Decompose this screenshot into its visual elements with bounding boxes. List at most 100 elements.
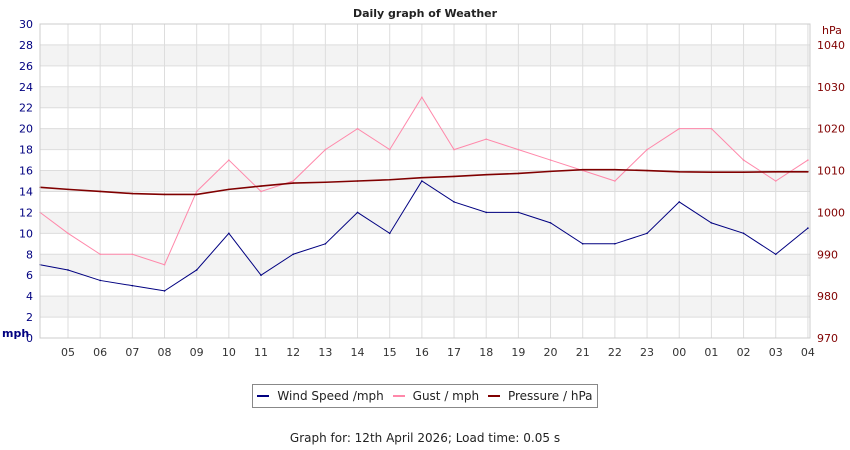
left-tick-label: 28 <box>19 39 33 52</box>
data-point <box>807 159 809 161</box>
gust-swatch <box>392 395 405 397</box>
left-tick-label: 10 <box>19 227 33 240</box>
data-point <box>774 170 777 173</box>
chart-title: Daily graph of Weather <box>353 7 498 20</box>
data-point <box>356 127 359 130</box>
x-tick-label: 15 <box>383 346 397 359</box>
data-point <box>388 232 391 235</box>
left-axis-label: mph <box>2 327 29 340</box>
data-point <box>260 190 262 193</box>
x-tick-label: 09 <box>190 346 204 359</box>
x-tick-label: 17 <box>447 346 461 359</box>
data-point <box>421 176 423 179</box>
data-point <box>99 279 101 282</box>
x-tick-label: 10 <box>222 346 236 359</box>
data-point <box>646 232 648 235</box>
data-point <box>710 127 713 130</box>
data-point <box>807 170 809 173</box>
x-tick-label: 23 <box>640 346 654 359</box>
grid-band <box>40 44 810 66</box>
data-point <box>195 190 198 193</box>
data-point <box>485 211 488 214</box>
x-tick-label: 03 <box>769 346 783 359</box>
data-point <box>710 222 713 224</box>
data-point <box>581 243 584 245</box>
grid-band <box>40 86 810 108</box>
data-point <box>678 201 681 203</box>
legend-item-wind: Wind Speed /mph <box>257 389 384 403</box>
data-point <box>807 227 809 229</box>
x-tick-label: 05 <box>61 346 75 359</box>
left-tick-label: 4 <box>26 290 33 303</box>
data-point <box>549 222 552 224</box>
weather-chart: 0246810121416182022242628309709809901000… <box>2 7 845 359</box>
right-tick-label: 1000 <box>817 206 845 219</box>
pressure-swatch <box>487 395 500 397</box>
data-point <box>356 180 359 182</box>
x-tick-label: 13 <box>318 346 332 359</box>
data-point <box>228 159 230 161</box>
data-point <box>228 232 230 235</box>
left-tick-label: 22 <box>19 102 33 115</box>
x-tick-label: 01 <box>704 346 718 359</box>
legend-label: Wind Speed /mph <box>277 389 384 403</box>
data-point <box>195 269 198 271</box>
data-point <box>453 148 455 151</box>
left-tick-label: 14 <box>19 185 33 198</box>
data-point <box>421 180 423 182</box>
legend-label: Gust / mph <box>412 389 480 403</box>
x-tick-label: 06 <box>93 346 107 359</box>
data-point <box>292 182 294 184</box>
data-point <box>163 263 166 266</box>
data-point <box>742 171 745 174</box>
data-point <box>549 159 552 161</box>
data-point <box>742 232 745 235</box>
right-tick-label: 1010 <box>817 165 845 178</box>
data-point <box>774 180 777 182</box>
right-axis-label: hPa <box>822 24 842 37</box>
data-point <box>678 170 681 173</box>
left-tick-label: 2 <box>26 311 33 324</box>
x-tick-label: 18 <box>479 346 493 359</box>
data-point <box>99 253 101 256</box>
x-tick-label: 08 <box>158 346 172 359</box>
left-tick-label: 16 <box>19 165 33 178</box>
footer-text: Graph for: 12th April 2026; Load time: 0… <box>289 431 561 445</box>
left-tick-label: 26 <box>19 60 33 73</box>
legend-item-pressure: Pressure / hPa <box>487 389 593 403</box>
data-point <box>549 170 552 173</box>
x-tick-label: 16 <box>415 346 429 359</box>
grid-band <box>40 212 810 234</box>
data-point <box>292 253 294 256</box>
x-tick-label: 11 <box>254 346 268 359</box>
x-tick-label: 00 <box>672 346 686 359</box>
left-tick-label: 6 <box>26 269 33 282</box>
x-tick-label: 12 <box>286 346 300 359</box>
x-tick-label: 22 <box>608 346 622 359</box>
right-tick-label: 1030 <box>817 81 845 94</box>
data-point <box>453 201 455 203</box>
data-point <box>678 127 681 130</box>
data-point <box>614 243 616 245</box>
x-tick-label: 20 <box>544 346 558 359</box>
data-point <box>324 243 327 245</box>
left-tick-label: 20 <box>19 123 33 136</box>
legend-item-gust: Gust / mph <box>392 389 480 403</box>
right-tick-label: 970 <box>817 332 838 345</box>
wind-swatch <box>257 395 270 397</box>
data-point <box>195 193 198 196</box>
legend-label: Pressure / hPa <box>507 389 593 403</box>
left-tick-label: 30 <box>19 18 33 31</box>
data-point <box>131 192 134 195</box>
grid-band <box>40 170 810 192</box>
data-point <box>324 148 327 151</box>
x-tick-label: 19 <box>511 346 525 359</box>
data-point <box>163 193 166 196</box>
x-tick-label: 14 <box>351 346 365 359</box>
data-point <box>67 232 69 235</box>
data-point <box>774 253 777 256</box>
grid-band <box>40 254 810 276</box>
data-point <box>453 175 455 178</box>
data-point <box>581 168 584 171</box>
right-tick-label: 980 <box>817 290 838 303</box>
